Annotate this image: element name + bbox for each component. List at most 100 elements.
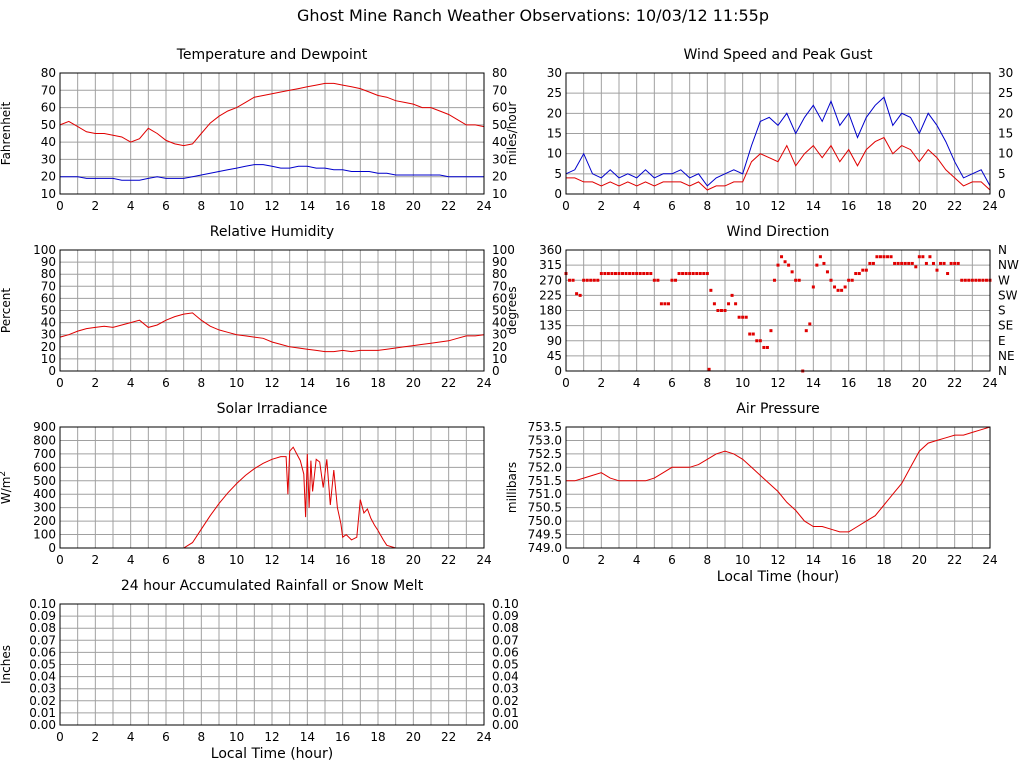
data-point: [974, 278, 978, 282]
series-line: [59, 312, 485, 353]
y-tick-label: 0.00: [29, 718, 56, 732]
y-tick-label-right: 0.04: [492, 670, 519, 684]
x-tick-label: 8: [198, 553, 206, 567]
x-tick-label: 2: [92, 553, 100, 567]
x-tick-label: 4: [127, 199, 135, 213]
x-tick-label: 6: [162, 730, 170, 744]
data-point: [953, 261, 957, 265]
data-point: [861, 268, 865, 272]
data-point: [907, 261, 911, 265]
y-tick-label-right: 70: [492, 279, 507, 293]
y-tick-label: 10: [41, 187, 56, 201]
x-tick-label: 12: [264, 376, 279, 390]
y-tick-label: 0.02: [29, 694, 56, 708]
y-tick-label: 20: [547, 106, 562, 120]
data-point: [674, 278, 678, 282]
data-point: [935, 268, 939, 272]
data-point: [695, 272, 699, 276]
y-tick-label: 500: [33, 474, 56, 488]
data-point: [963, 278, 967, 282]
y-tick-label-right: 30: [492, 152, 507, 166]
x-tick-label: 16: [335, 553, 350, 567]
y-tick-label-right: 10: [492, 352, 507, 366]
x-tick-label: 18: [876, 199, 891, 213]
data-point: [751, 332, 755, 336]
data-point: [719, 309, 723, 312]
x-tick-label: 2: [92, 376, 100, 390]
y-tick-label-right: 20: [998, 106, 1013, 120]
x-tick-label: 6: [162, 553, 170, 567]
x-tick-label: 0: [56, 199, 64, 213]
y-tick-label: 180: [539, 304, 562, 318]
x-tick-label: 20: [912, 199, 927, 213]
data-point: [875, 255, 879, 259]
y-tick-label-right: 0.07: [492, 633, 519, 647]
compass-label: NE: [998, 349, 1015, 363]
x-tick-label: 16: [335, 199, 350, 213]
x-tick-label: 6: [668, 199, 676, 213]
data-point: [818, 255, 822, 259]
x-tick-label: 0: [56, 730, 64, 744]
data-point: [677, 272, 681, 276]
x-tick-label: 2: [598, 199, 606, 213]
series-line: [59, 82, 485, 147]
data-point: [790, 270, 794, 274]
data-point: [741, 315, 745, 319]
x-tick-label: 6: [668, 376, 676, 390]
chart-title: Air Pressure: [736, 401, 819, 417]
data-point: [652, 278, 656, 282]
y-tick-label: 753.0: [528, 433, 562, 447]
y-tick-label: 10: [547, 147, 562, 161]
y-tick-label: 0: [48, 541, 56, 555]
x-tick-label: 2: [598, 553, 606, 567]
data-point: [705, 272, 709, 276]
data-point: [645, 272, 649, 276]
x-tick-label: 20: [912, 376, 927, 390]
y-tick-label-right: 25: [998, 86, 1013, 100]
x-tick-label: 16: [841, 553, 856, 567]
data-point: [878, 255, 882, 259]
x-tick-label: 6: [668, 553, 676, 567]
y-tick-label: 70: [41, 279, 56, 293]
data-point: [924, 261, 928, 265]
data-point: [744, 315, 748, 319]
compass-label: SE: [998, 319, 1013, 333]
y-tick-label-right: 0.03: [492, 682, 519, 696]
y-tick-label: 750.0: [528, 514, 562, 528]
x-tick-label: 4: [633, 376, 641, 390]
x-tick-label: 22: [441, 199, 456, 213]
y-tick-label: 10: [41, 352, 56, 366]
data-point: [571, 278, 575, 282]
data-point: [769, 329, 773, 333]
y-tick-label: 135: [539, 319, 562, 333]
y-tick-label: 300: [33, 501, 56, 515]
data-point: [592, 278, 596, 282]
x-tick-label: 12: [770, 553, 785, 567]
data-point: [748, 332, 752, 336]
y-tick-label: 30: [41, 328, 56, 342]
x-tick-label: 8: [704, 376, 712, 390]
y-tick-label: 70: [41, 83, 56, 97]
x-tick-label: 22: [947, 376, 962, 390]
data-point: [723, 309, 727, 312]
data-point: [621, 272, 625, 276]
data-point: [977, 278, 981, 282]
data-point: [582, 278, 586, 282]
data-point: [914, 265, 918, 269]
data-point: [578, 293, 582, 297]
x-tick-label: 10: [229, 730, 244, 744]
data-point: [871, 261, 875, 265]
series-line: [60, 164, 484, 181]
x-tick-label: 2: [598, 376, 606, 390]
data-point: [811, 285, 815, 289]
data-point: [797, 278, 801, 282]
data-point: [900, 261, 904, 265]
y-tick-label-right: 15: [998, 127, 1013, 141]
y-tick-label: 600: [33, 460, 56, 474]
x-tick-label: 10: [735, 199, 750, 213]
data-point: [666, 302, 670, 306]
data-point: [642, 272, 646, 276]
y-tick-label: 15: [547, 127, 562, 141]
y-tick-label: 100: [33, 243, 56, 257]
